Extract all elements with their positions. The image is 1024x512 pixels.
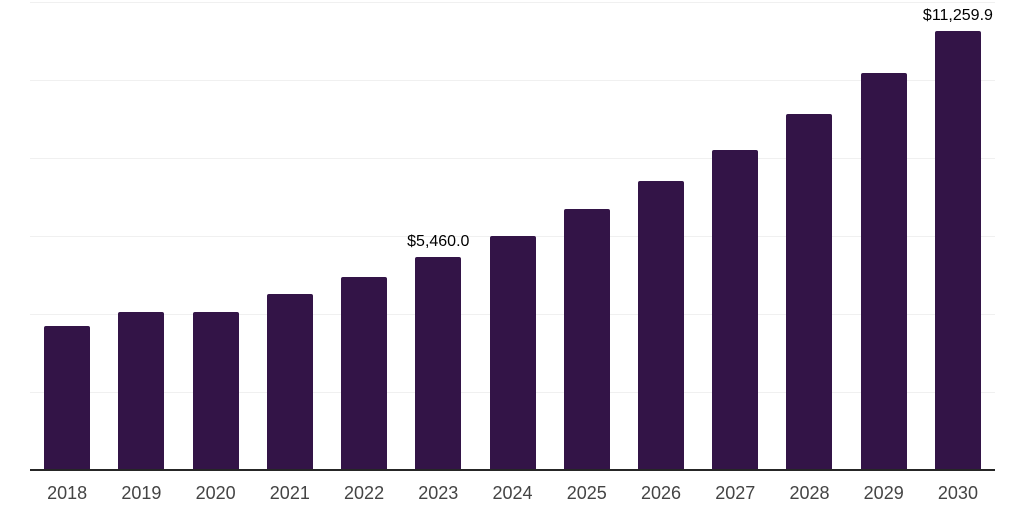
- bar[interactable]: [786, 113, 833, 470]
- bar-slot: $11,259.9: [921, 2, 995, 470]
- bar-slot: [327, 2, 401, 470]
- x-axis-label: 2028: [789, 483, 830, 503]
- x-axis-label: 2022: [344, 483, 385, 503]
- bar-slot: [698, 2, 772, 470]
- bars-container: $5,460.0 $11,259.9: [30, 2, 995, 470]
- gridline: [30, 80, 995, 81]
- x-axis-label: 2021: [269, 483, 310, 503]
- gridline: [30, 158, 995, 160]
- bar-slot: [624, 2, 698, 470]
- bar-slot: [104, 2, 178, 470]
- x-axis-label: 2026: [640, 483, 682, 503]
- bar[interactable]: [192, 312, 239, 470]
- bar[interactable]: [118, 311, 165, 470]
- bar[interactable]: [489, 235, 536, 470]
- bar-slot: [847, 2, 921, 470]
- gridline: [30, 2, 995, 3]
- x-axis-label: 2018: [47, 483, 88, 503]
- bar-slot: [178, 2, 252, 470]
- bar-slot: [30, 2, 104, 470]
- bar-slot: [253, 2, 327, 470]
- bar[interactable]: [712, 149, 759, 470]
- bar[interactable]: [563, 208, 610, 470]
- bar[interactable]: [934, 30, 981, 470]
- data-label: $5,460.0: [407, 233, 470, 251]
- x-axis-labels: 2018 2019 2020 2021 2022 2023 2024 2025 2026 2027…: [30, 481, 995, 505]
- x-axis-label: 2023: [418, 483, 459, 503]
- bar[interactable]: [266, 293, 313, 470]
- bar[interactable]: [341, 276, 388, 470]
- bar[interactable]: [637, 180, 684, 470]
- bar-slot: [550, 2, 624, 470]
- bar[interactable]: [44, 325, 91, 470]
- bar[interactable]: [415, 257, 462, 470]
- bar-slot: $5,460.0: [401, 2, 475, 470]
- plot-area: $5,460.0 $11,259.9: [30, 2, 995, 470]
- x-axis-label: 2020: [195, 483, 236, 503]
- x-axis-label: 2024: [492, 483, 533, 503]
- bar[interactable]: [860, 72, 907, 470]
- bar-slot: [772, 2, 846, 470]
- x-axis-label: 2025: [566, 483, 607, 503]
- x-axis-label: 2030: [937, 483, 978, 503]
- x-axis-line: [30, 469, 995, 471]
- x-axis-label: 2029: [863, 483, 904, 503]
- x-axis-label: 2019: [121, 483, 162, 503]
- bar-slot: [475, 2, 549, 470]
- x-axis-label: 2027: [715, 483, 756, 503]
- data-label: $11,259.9: [922, 6, 993, 24]
